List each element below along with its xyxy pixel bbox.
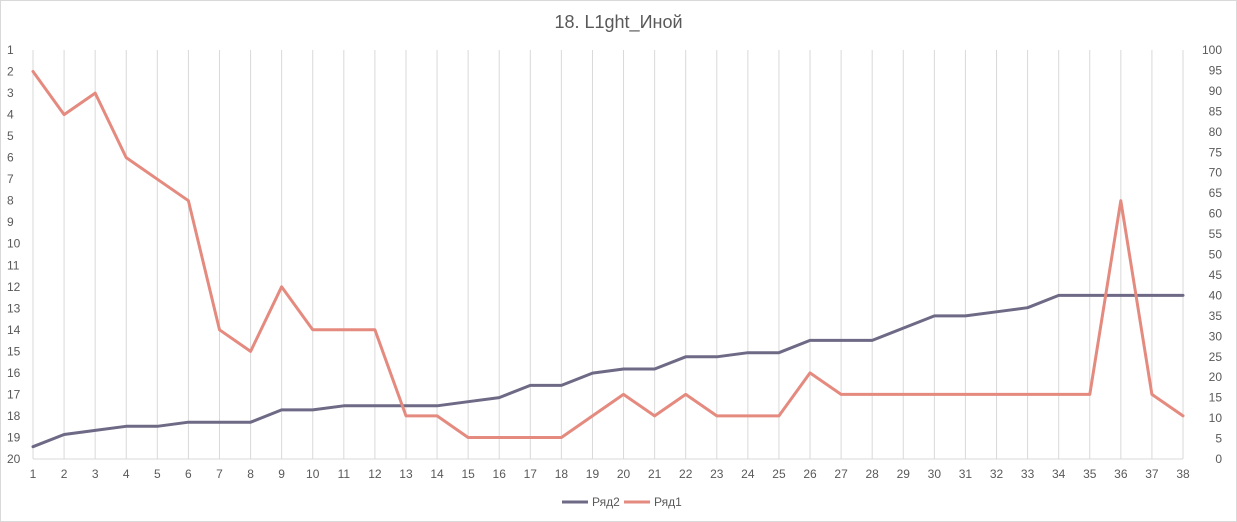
right-tick-label: 20 [1209, 370, 1223, 384]
left-tick-label: 12 [7, 280, 21, 294]
x-tick-label: 4 [123, 467, 130, 481]
x-tick-label: 30 [928, 467, 942, 481]
left-tick-label: 1 [7, 43, 14, 57]
left-tick-label: 18 [7, 409, 21, 423]
right-tick-label: 70 [1209, 166, 1223, 180]
right-tick-label: 95 [1209, 63, 1223, 77]
x-tick-label: 8 [247, 467, 254, 481]
right-tick-label: 0 [1215, 452, 1222, 466]
x-tick-label: 28 [866, 467, 880, 481]
x-tick-label: 9 [278, 467, 285, 481]
x-tick-label: 10 [306, 467, 320, 481]
x-tick-label: 19 [586, 467, 600, 481]
left-tick-label: 13 [7, 301, 21, 315]
x-axis: 1 2 3 4 5 6 7 8 9 10 11 12 13 14 15 16 17 18 19 20 21 22 23 24 2… [30, 467, 1190, 481]
x-tick-label: 18 [555, 467, 569, 481]
series-line-1 [31, 293, 1185, 449]
right-tick-label: 25 [1209, 350, 1223, 364]
left-tick-label: 14 [7, 323, 21, 337]
right-tick-label: 80 [1209, 125, 1223, 139]
right-tick-label: 85 [1209, 104, 1223, 118]
right-tick-label: 30 [1209, 329, 1223, 343]
left-tick-label: 20 [7, 452, 21, 466]
left-tick-label: 17 [7, 387, 21, 401]
x-tick-label: 33 [1021, 467, 1035, 481]
x-tick-label: 21 [648, 467, 662, 481]
series-lines [31, 70, 1185, 449]
right-tick-label: 40 [1209, 288, 1223, 302]
left-tick-label: 15 [7, 344, 21, 358]
x-tick-label: 29 [897, 467, 911, 481]
x-tick-label: 5 [154, 467, 161, 481]
x-tick-label: 16 [493, 467, 507, 481]
grid-lines [32, 50, 1184, 460]
x-tick-label: 14 [430, 467, 444, 481]
right-tick-label: 5 [1215, 432, 1222, 446]
right-y-axis: 1009590858075706560555045403530252015105… [1202, 43, 1222, 466]
legend-label: Ряд1 [654, 495, 682, 509]
left-tick-label: 9 [7, 215, 14, 229]
left-tick-label: 4 [7, 108, 14, 122]
right-tick-label: 55 [1209, 227, 1223, 241]
left-tick-label: 6 [7, 151, 14, 165]
legend-label: Ряд2 [592, 495, 620, 509]
x-tick-label: 34 [1052, 467, 1066, 481]
x-tick-label: 7 [216, 467, 223, 481]
x-tick-label: 24 [741, 467, 755, 481]
x-tick-label: 26 [803, 467, 817, 481]
x-tick-label: 22 [679, 467, 693, 481]
right-tick-label: 10 [1209, 411, 1223, 425]
right-tick-label: 45 [1209, 268, 1223, 282]
x-tick-label: 23 [710, 467, 724, 481]
left-tick-label: 8 [7, 194, 14, 208]
x-tick-label: 11 [338, 467, 351, 481]
left-tick-label: 5 [7, 129, 14, 143]
series-line-2 [31, 70, 1185, 439]
right-tick-label: 65 [1209, 186, 1223, 200]
left-tick-label: 3 [7, 86, 14, 100]
chart-title: 18. L1ght_Иной [554, 12, 683, 32]
x-tick-label: 13 [399, 467, 413, 481]
right-tick-label: 35 [1209, 309, 1223, 323]
left-tick-label: 7 [7, 172, 14, 186]
x-tick-label: 25 [772, 467, 786, 481]
x-tick-label: 36 [1114, 467, 1128, 481]
legend: Ряд2 Ряд1 [562, 495, 682, 509]
left-tick-label: 11 [7, 258, 20, 272]
right-tick-label: 60 [1209, 207, 1223, 221]
x-tick-label: 1 [30, 467, 37, 481]
x-tick-label: 31 [959, 467, 973, 481]
right-tick-label: 90 [1209, 84, 1223, 98]
x-tick-label: 38 [1176, 467, 1190, 481]
left-tick-label: 16 [7, 366, 21, 380]
x-tick-label: 20 [617, 467, 631, 481]
left-tick-label: 2 [7, 65, 14, 79]
left-tick-label: 10 [7, 237, 21, 251]
right-tick-label: 15 [1209, 391, 1223, 405]
right-tick-label: 100 [1202, 43, 1222, 57]
x-tick-label: 2 [61, 467, 68, 481]
right-tick-label: 50 [1209, 248, 1223, 262]
x-tick-label: 37 [1145, 467, 1159, 481]
x-tick-label: 27 [834, 467, 848, 481]
x-tick-label: 32 [990, 467, 1004, 481]
x-tick-label: 12 [368, 467, 382, 481]
right-tick-label: 75 [1209, 145, 1223, 159]
x-tick-label: 15 [461, 467, 475, 481]
x-tick-label: 35 [1083, 467, 1097, 481]
left-tick-label: 19 [7, 430, 21, 444]
x-tick-label: 6 [185, 467, 192, 481]
x-tick-label: 3 [92, 467, 99, 481]
x-tick-label: 17 [524, 467, 538, 481]
